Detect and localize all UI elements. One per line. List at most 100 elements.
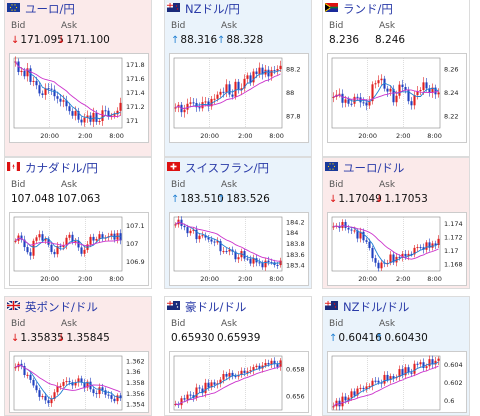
candle-body bbox=[180, 398, 183, 406]
ask-value: 107.063 bbox=[57, 193, 100, 205]
candle-body bbox=[192, 102, 195, 104]
price-chart[interactable]: 8.26 8.24 8.22 20:00 2:00 8:00 bbox=[327, 53, 467, 143]
candle-body bbox=[240, 370, 243, 375]
bid-number: 0.65930 bbox=[171, 332, 215, 344]
candle-body bbox=[359, 387, 362, 389]
candle-body bbox=[407, 90, 410, 102]
currency-pair-title[interactable]: ランド/円 bbox=[343, 2, 393, 16]
ask-label: Ask bbox=[221, 180, 238, 190]
candle-body bbox=[264, 69, 267, 75]
candle-body bbox=[86, 115, 89, 118]
ask-value: ↑0.60430 bbox=[375, 332, 428, 344]
moving-average-short bbox=[15, 61, 121, 120]
fx-card-chfjpy[interactable]: スイスフラン/円 Bid Ask ↑183.510 ↑183.526 184.2 184 18… bbox=[164, 157, 312, 289]
flag-icon bbox=[167, 162, 180, 171]
x-tick-label: 2:00 bbox=[396, 275, 411, 283]
price-chart[interactable]: 171.8 171.6 171.4 171.2 171 20:00 2:00 8:00 bbox=[9, 53, 149, 143]
candle-body bbox=[95, 393, 98, 395]
candle-body bbox=[95, 112, 98, 122]
moving-average-long bbox=[175, 366, 281, 406]
ask-number: 0.65939 bbox=[217, 332, 261, 344]
ask-number: 107.063 bbox=[57, 193, 101, 205]
fx-card-gbpusd[interactable]: 英ポンド/ドル Bid Ask ↓1.35835 ↓1.35845 1.362 1.36 1.… bbox=[4, 296, 152, 416]
price-chart[interactable]: 184.2 184 183.8 183.6 183.4 20:00 2:00 8:00 bbox=[169, 212, 309, 286]
ask-value: ↓171.100 bbox=[57, 34, 110, 46]
price-chart[interactable]: 1.362 1.36 1.358 1.356 1.354 bbox=[9, 351, 149, 413]
currency-pair-title[interactable]: NZドル/ドル bbox=[343, 300, 410, 314]
price-chart[interactable]: 0.604 0.602 0.6 bbox=[327, 351, 467, 413]
candle-body bbox=[56, 96, 59, 99]
chart-svg: 1.174 1.172 1.17 1.168 20:00 2:00 8:00 bbox=[331, 216, 463, 283]
candle-body bbox=[95, 239, 98, 241]
y-tick-label: 184 bbox=[286, 229, 298, 237]
price-chart[interactable]: 88.2 88 87.8 20:00 2:00 8:00 bbox=[169, 53, 309, 143]
currency-pair-title[interactable]: 豪ドル/ドル bbox=[185, 300, 247, 314]
candle-body bbox=[255, 71, 258, 75]
fx-card-cadjpy[interactable]: カナダドル/円 Bid Ask 107.048 107.063 107.1 107 106.9… bbox=[4, 157, 152, 289]
candle-body bbox=[386, 88, 389, 92]
candle-body bbox=[23, 239, 26, 248]
candle-body bbox=[419, 362, 422, 365]
candle-body bbox=[377, 262, 380, 269]
candle-body bbox=[83, 382, 86, 388]
price-chart[interactable]: 107.1 107 106.9 20:00 2:00 8:00 bbox=[9, 212, 149, 286]
candle-body bbox=[246, 75, 249, 79]
arrow-up-icon: ↑ bbox=[171, 194, 180, 205]
currency-pair-title[interactable]: ユーロ/円 bbox=[25, 2, 75, 16]
currency-pair-title[interactable]: 英ポンド/ドル bbox=[25, 300, 98, 314]
ask-value: 0.65939 bbox=[217, 332, 260, 344]
fx-card-nzdjpy[interactable]: NZドル/円 Bid Ask ↑88.316 ↑88.328 88.2 88 87.8 20:0… bbox=[164, 0, 312, 157]
x-tick-label: 2:00 bbox=[238, 132, 253, 140]
y-tick-label: 8.24 bbox=[444, 89, 458, 97]
candle-body bbox=[389, 376, 392, 381]
candle-body bbox=[386, 374, 389, 381]
candle-body bbox=[119, 395, 122, 399]
candle-body bbox=[228, 84, 231, 95]
candle-body bbox=[258, 262, 261, 264]
candle-body bbox=[65, 100, 68, 107]
x-tick-label: 20:00 bbox=[40, 275, 59, 283]
currency-pair-title[interactable]: スイスフラン/円 bbox=[185, 161, 270, 175]
candle-body bbox=[398, 84, 401, 96]
candle-body bbox=[228, 249, 231, 252]
ask-value: ↑183.526 bbox=[217, 193, 270, 205]
candle-body bbox=[368, 385, 371, 387]
currency-pair-title[interactable]: NZドル/円 bbox=[185, 2, 240, 16]
candle-body bbox=[261, 67, 264, 75]
candle-body bbox=[404, 86, 407, 91]
price-chart[interactable]: 1.174 1.172 1.17 1.168 20:00 2:00 8:00 bbox=[327, 212, 467, 286]
currency-pair-title[interactable]: ユーロ/ドル bbox=[343, 161, 405, 175]
candle-body bbox=[174, 403, 177, 405]
candle-body bbox=[213, 241, 216, 243]
arrow-up-icon: ↑ bbox=[171, 35, 180, 46]
bid-number: 0.60416 bbox=[338, 332, 382, 344]
candle-body bbox=[189, 394, 192, 396]
candle-body bbox=[225, 374, 228, 377]
candle-body bbox=[365, 102, 368, 106]
candle-body bbox=[213, 98, 216, 100]
candle-body bbox=[371, 380, 374, 386]
candle-body bbox=[422, 82, 425, 91]
candle-body bbox=[20, 235, 23, 240]
bid-number: 107.048 bbox=[11, 193, 55, 205]
candle-body bbox=[186, 394, 189, 400]
candle-body bbox=[332, 226, 335, 228]
fx-card-zarjpy[interactable]: ランド/円 Bid Ask 8.236 8.246 8.26 8.24 8.22 20:00 2:… bbox=[322, 0, 470, 157]
currency-pair-title[interactable]: カナダドル/円 bbox=[25, 161, 98, 175]
fx-card-eurjpy[interactable]: ユーロ/円 Bid Ask ↓171.095 ↓171.100 171.8 171.6 171… bbox=[4, 0, 152, 157]
bid-value: ↓1.17049 bbox=[329, 193, 382, 205]
candle-body bbox=[98, 121, 101, 123]
candle-body bbox=[198, 387, 201, 389]
flag-icon bbox=[7, 3, 20, 12]
fx-card-audusd[interactable]: 豪ドル/ドル Bid Ask 0.65930 0.65939 0.658 0.656 bbox=[164, 296, 312, 416]
candle-body bbox=[201, 235, 204, 237]
candle-body bbox=[410, 372, 413, 374]
candle-body bbox=[183, 109, 186, 113]
candle-body bbox=[32, 379, 35, 386]
price-chart[interactable]: 0.658 0.656 bbox=[169, 351, 309, 413]
candle-body bbox=[270, 262, 273, 264]
fx-card-eurusd[interactable]: ユーロ/ドル Bid Ask ↓1.17049 ↓1.17053 1.174 1.172 1.… bbox=[322, 157, 470, 289]
fx-card-nzdusd[interactable]: NZドル/ドル Bid Ask ↑0.60416 ↑0.60430 0.604 0.602 0… bbox=[322, 296, 470, 416]
candle-body bbox=[252, 367, 255, 371]
candle-body bbox=[26, 247, 29, 253]
